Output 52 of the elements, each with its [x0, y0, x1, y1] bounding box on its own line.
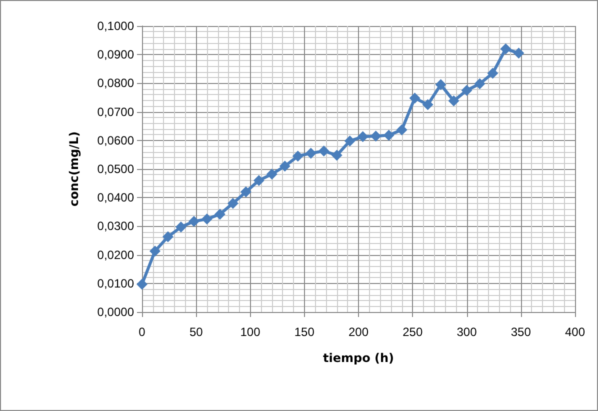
point [136, 278, 148, 290]
y-tick-label: 0,0500 [97, 162, 134, 176]
y-axis-title: conc(mg/L) [67, 131, 81, 207]
x-tick-label: 350 [510, 325, 532, 339]
point [240, 186, 252, 198]
point [409, 92, 420, 104]
point [175, 222, 186, 233]
x-tick-label: 200 [348, 325, 369, 339]
y-tick-label: 0,1000 [97, 19, 134, 33]
point [448, 95, 460, 106]
point [344, 135, 356, 146]
x-axis-title: tiempo (h) [322, 351, 394, 365]
x-tick-label: 250 [402, 325, 423, 339]
y-tick-label: 0,0900 [97, 48, 134, 62]
point [435, 79, 446, 90]
point [383, 130, 394, 141]
point [422, 99, 434, 110]
y-tick-label: 0,0200 [97, 248, 134, 262]
point [513, 48, 524, 59]
point [474, 78, 486, 90]
point [500, 43, 512, 54]
x-tick-label: 0 [138, 325, 146, 339]
point [149, 246, 160, 257]
point [279, 160, 290, 172]
y-tick-label: 0,0800 [97, 76, 134, 90]
point [253, 174, 264, 186]
y-tick-label: 0,0600 [97, 133, 134, 148]
point [487, 68, 498, 79]
point [188, 216, 200, 227]
point [461, 84, 472, 96]
x-tick-label: 100 [240, 325, 261, 339]
point [214, 208, 226, 220]
point [292, 150, 304, 162]
point [357, 131, 368, 142]
point [396, 124, 408, 136]
y-tick-label: 0,0100 [97, 276, 134, 290]
point [266, 168, 278, 180]
point [370, 130, 382, 142]
point [162, 231, 174, 242]
point [201, 214, 212, 225]
point [331, 150, 342, 161]
y-tick-label: 0,0700 [97, 104, 134, 119]
x-tick-label: 150 [294, 325, 315, 339]
x-tick-label: 300 [456, 325, 478, 339]
x-tick-label: 400 [564, 325, 586, 339]
x-tick-label: 50 [189, 325, 204, 339]
point [318, 145, 330, 156]
y-tick-label: 0,0300 [97, 219, 134, 234]
y-tick-label: 0,0400 [97, 190, 134, 205]
y-tick-label: 0,0000 [97, 305, 134, 319]
point [305, 148, 316, 159]
point [227, 198, 238, 209]
